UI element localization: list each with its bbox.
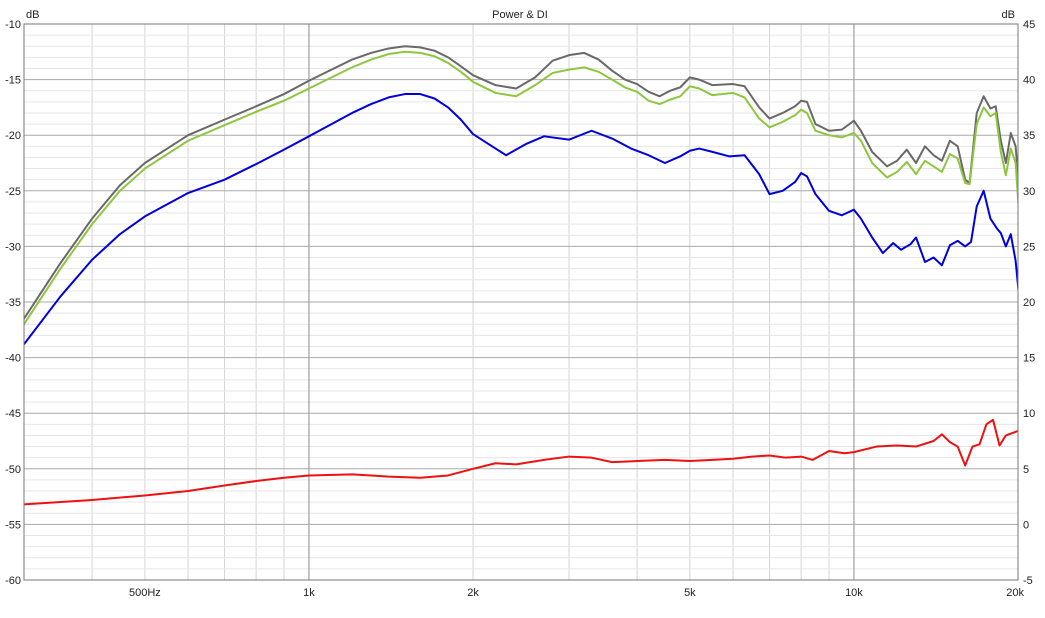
left-axis-unit: dB xyxy=(26,9,39,21)
y-tick-label-left: -10 xyxy=(5,19,21,31)
y-tick-label-right: 15 xyxy=(1023,353,1035,365)
y-tick-label-left: -60 xyxy=(5,575,21,587)
tick-labels: -10-15-20-25-30-35-40-45-50-55-604540353… xyxy=(5,19,1035,599)
chart-title: Power & DI xyxy=(492,9,548,21)
y-tick-label-right: 25 xyxy=(1023,241,1035,253)
x-tick-label: 2k xyxy=(467,587,479,599)
y-tick-label-left: -30 xyxy=(5,241,21,253)
series-layer xyxy=(24,45,1018,506)
right-axis-unit: dB xyxy=(1002,9,1015,21)
y-tick-label-left: -50 xyxy=(5,464,21,476)
y-tick-label-left: -25 xyxy=(5,186,21,198)
y-tick-label-right: 10 xyxy=(1023,408,1035,420)
y-tick-label-left: -15 xyxy=(5,75,21,87)
y-tick-label-left: -40 xyxy=(5,353,21,365)
x-tick-label: 20k xyxy=(1006,587,1024,599)
x-tick-label: 500Hz xyxy=(129,587,161,599)
y-tick-label-right: 40 xyxy=(1023,75,1035,87)
y-tick-label-left: -45 xyxy=(5,408,21,420)
y-tick-label-right: 20 xyxy=(1023,297,1035,309)
plot-frame xyxy=(23,23,1019,581)
y-tick-label-right: 30 xyxy=(1023,186,1035,198)
x-tick-label: 1k xyxy=(303,587,315,599)
x-tick-label: 10k xyxy=(845,587,863,599)
series-line-4 xyxy=(24,418,1018,506)
series-line-3 xyxy=(24,93,1018,346)
series-line-2 xyxy=(24,50,1018,326)
y-tick-label-left: -35 xyxy=(5,297,21,309)
y-tick-label-right: -5 xyxy=(1023,575,1033,587)
y-tick-label-right: 5 xyxy=(1023,464,1029,476)
x-tick-label: 5k xyxy=(684,587,696,599)
y-tick-label-left: -20 xyxy=(5,130,21,142)
y-tick-label-right: 35 xyxy=(1023,130,1035,142)
y-tick-label-right: 0 xyxy=(1023,519,1029,531)
y-tick-label-left: -55 xyxy=(5,519,21,531)
y-tick-label-right: 45 xyxy=(1023,19,1035,31)
